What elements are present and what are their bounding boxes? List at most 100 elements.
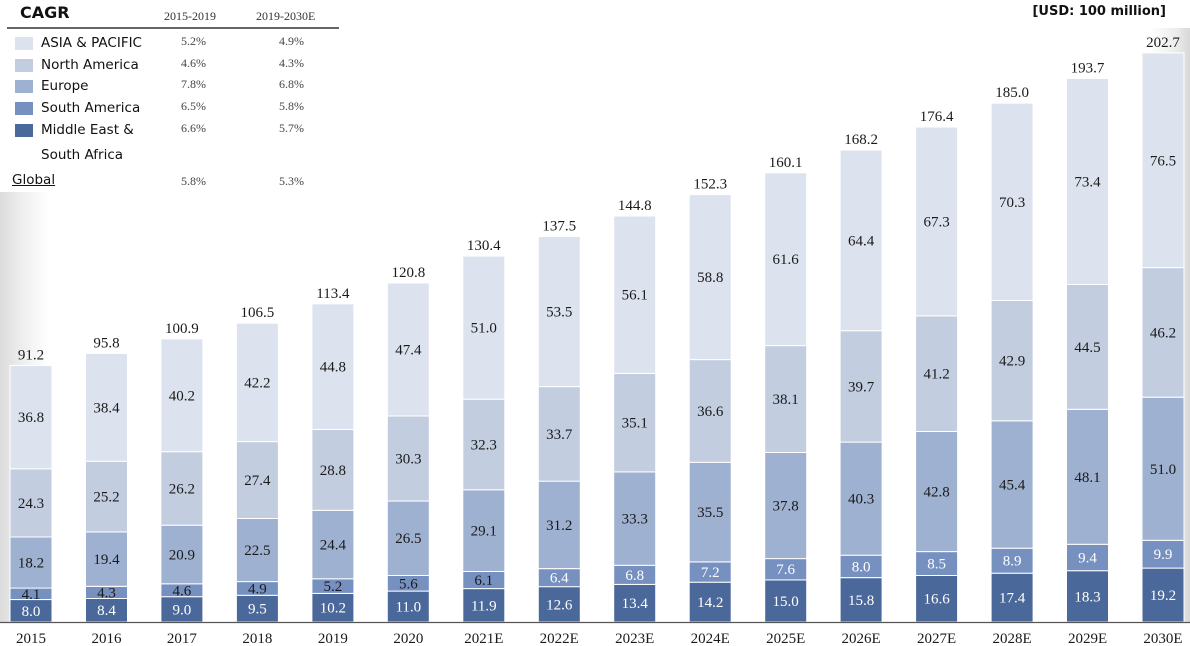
- legend-global-cagr-2019-2030: 5.3%: [279, 174, 304, 188]
- bar-segment-north-america-2028e: [990, 299, 1034, 422]
- bar-segment-middle-east-south-africa-2028e: [990, 572, 1034, 623]
- legend-cagr-2019-2030: 5.7%: [279, 121, 304, 135]
- bar-segment-europe-2028e: [990, 420, 1034, 549]
- segment-label-europe-2016: 19.4: [93, 552, 120, 568]
- total-label-2023e: 144.8: [618, 198, 652, 214]
- bar-segment-europe-2024e: [688, 461, 732, 563]
- segment-label-south-america-2018: 4.9: [248, 582, 267, 598]
- total-label-2020: 120.8: [391, 265, 425, 281]
- legend-label: ASIA & PACIFIC: [41, 35, 142, 51]
- bar-segment-europe-2021e: [462, 489, 506, 572]
- segment-label-middle-east-south-africa-2016: 8.4: [97, 603, 116, 619]
- bar-segment-asia-pacific-2022e: [537, 236, 581, 388]
- segment-label-europe-2025e: 37.8: [773, 499, 799, 515]
- legend-cagr-2015-2019: 6.6%: [181, 121, 206, 135]
- segment-label-middle-east-south-africa-2026e: 15.8: [848, 593, 874, 609]
- bar-segment-asia-pacific-2015: [9, 365, 53, 470]
- segment-label-south-america-2015: 4.1: [22, 587, 41, 603]
- bar-segment-asia-pacific-2028e: [990, 102, 1034, 301]
- bar-segment-north-america-2017: [160, 451, 204, 526]
- legend-swatch: [15, 80, 33, 93]
- segment-label-north-america-2024e: 36.6: [697, 404, 724, 420]
- x-tick-label-2029e: 2029E: [1068, 631, 1107, 646]
- x-tick-label-2024e: 2024E: [691, 631, 730, 646]
- legend-cagr-2019-2030: 5.8%: [279, 99, 304, 113]
- segment-label-north-america-2025e: 38.1: [773, 392, 799, 408]
- bar-segment-south-america-2030e: [1141, 539, 1185, 569]
- bar-segment-asia-pacific-2019: [311, 303, 355, 430]
- segment-label-south-america-2021e: 6.1: [474, 573, 493, 589]
- bar-segment-europe-2022e: [537, 480, 581, 570]
- bar-segment-north-america-2015: [9, 468, 53, 538]
- bar-segment-north-america-2025e: [764, 345, 808, 454]
- bar-segment-europe-2020: [386, 500, 430, 577]
- bar-segment-asia-pacific-2025e: [764, 172, 808, 347]
- bar-segment-asia-pacific-2020: [386, 282, 430, 417]
- x-tick-label-2025e: 2025E: [766, 631, 805, 646]
- segment-label-south-america-2030e: 9.9: [1154, 547, 1173, 563]
- bar-segment-europe-2018: [235, 518, 279, 583]
- legend-swatch: [15, 102, 33, 115]
- segment-label-middle-east-south-africa-2025e: 15.0: [773, 594, 799, 610]
- legend-cagr-2015-2019: 4.6%: [181, 56, 206, 70]
- segment-label-north-america-2021e: 32.3: [471, 438, 497, 454]
- segment-label-north-america-2029e: 44.5: [1074, 340, 1100, 356]
- segment-label-south-america-2026e: 8.0: [852, 559, 871, 575]
- bar-segment-asia-pacific-2017: [160, 338, 204, 453]
- bar-segment-europe-2027e: [915, 431, 959, 553]
- segment-label-middle-east-south-africa-2024e: 14.2: [697, 595, 723, 611]
- segment-label-north-america-2028e: 42.9: [999, 354, 1025, 370]
- bar-segment-asia-pacific-2026e: [839, 149, 883, 332]
- x-tick-label-2018: 2018: [242, 631, 272, 646]
- x-tick-labels-group: 2015 2016 2017 2018 2019 2020 2021E 2022E 2023E 2…: [16, 631, 1183, 646]
- legend-row-europe: Europe 7.8% 6.8%: [0, 77, 345, 97]
- segment-label-south-america-2022e: 6.4: [550, 571, 569, 587]
- segment-label-asia-pacific-2028e: 70.3: [999, 195, 1025, 211]
- segment-label-north-america-2015: 24.3: [18, 496, 44, 512]
- bar-segment-south-america-2028e: [990, 547, 1034, 574]
- legend-divider: [7, 27, 339, 29]
- segment-label-south-america-2025e: 7.6: [776, 562, 795, 578]
- legend-label: Middle East &: [41, 122, 134, 138]
- segment-label-middle-east-south-africa-2015: 8.0: [22, 604, 41, 620]
- segment-label-europe-2028e: 45.4: [999, 478, 1026, 494]
- x-tick-label-2027e: 2027E: [917, 631, 956, 646]
- legend-global-cagr-2015-2019: 5.8%: [181, 174, 206, 188]
- segment-label-middle-east-south-africa-2022e: 12.6: [546, 597, 573, 613]
- legend-row-middle-east-south-africa: Middle East & South Africa 6.6% 5.7%: [0, 121, 345, 163]
- legend-cagr-2019-2030: 6.8%: [279, 77, 304, 91]
- segment-label-europe-2015: 18.2: [18, 556, 44, 572]
- legend-global-label: Global: [12, 172, 56, 188]
- segment-label-south-america-2029e: 9.4: [1078, 551, 1097, 567]
- bar-segment-middle-east-south-africa-2025e: [764, 579, 808, 623]
- x-tick-label-2023e: 2023E: [615, 631, 654, 646]
- bar-segment-europe-2029e: [1066, 408, 1109, 545]
- legend-swatch: [15, 124, 33, 137]
- segment-label-middle-east-south-africa-2019: 10.2: [320, 601, 346, 617]
- segment-label-south-america-2027e: 8.5: [927, 557, 946, 573]
- segment-label-middle-east-south-africa-2017: 9.0: [173, 602, 192, 618]
- segment-label-middle-east-south-africa-2018: 9.5: [248, 602, 267, 618]
- bar-segment-north-america-2019: [311, 429, 355, 511]
- x-tick-label-2021e: 2021E: [464, 631, 503, 646]
- bar-segment-asia-pacific-2027e: [915, 126, 959, 317]
- segment-label-europe-2021e: 29.1: [471, 524, 497, 540]
- segment-label-south-america-2020: 5.6: [399, 576, 418, 592]
- x-tick-label-2030e: 2030E: [1143, 631, 1182, 646]
- segment-label-north-america-2027e: 41.2: [923, 367, 949, 383]
- segment-label-north-america-2018: 27.4: [244, 473, 271, 489]
- segment-label-asia-pacific-2018: 42.2: [244, 375, 270, 391]
- legend-label: South America: [41, 100, 141, 116]
- bar-segment-europe-2019: [311, 509, 355, 580]
- legend-row-north-america: North America 4.6% 4.3%: [0, 56, 345, 76]
- total-label-2025e: 160.1: [769, 155, 803, 171]
- segment-label-south-america-2016: 4.3: [97, 585, 116, 601]
- bar-segment-middle-east-south-africa-2018: [235, 594, 279, 623]
- segment-label-asia-pacific-2019: 44.8: [320, 360, 346, 376]
- segment-label-north-america-2022e: 33.7: [546, 427, 573, 443]
- total-label-2022e: 137.5: [542, 219, 576, 235]
- bar-segment-asia-pacific-2018: [235, 322, 279, 443]
- segment-label-europe-2023e: 33.3: [622, 512, 648, 528]
- total-labels-group: 91.2 95.8 100.9 106.5 113.4 120.8 130.4 137.5 14…: [18, 35, 1181, 364]
